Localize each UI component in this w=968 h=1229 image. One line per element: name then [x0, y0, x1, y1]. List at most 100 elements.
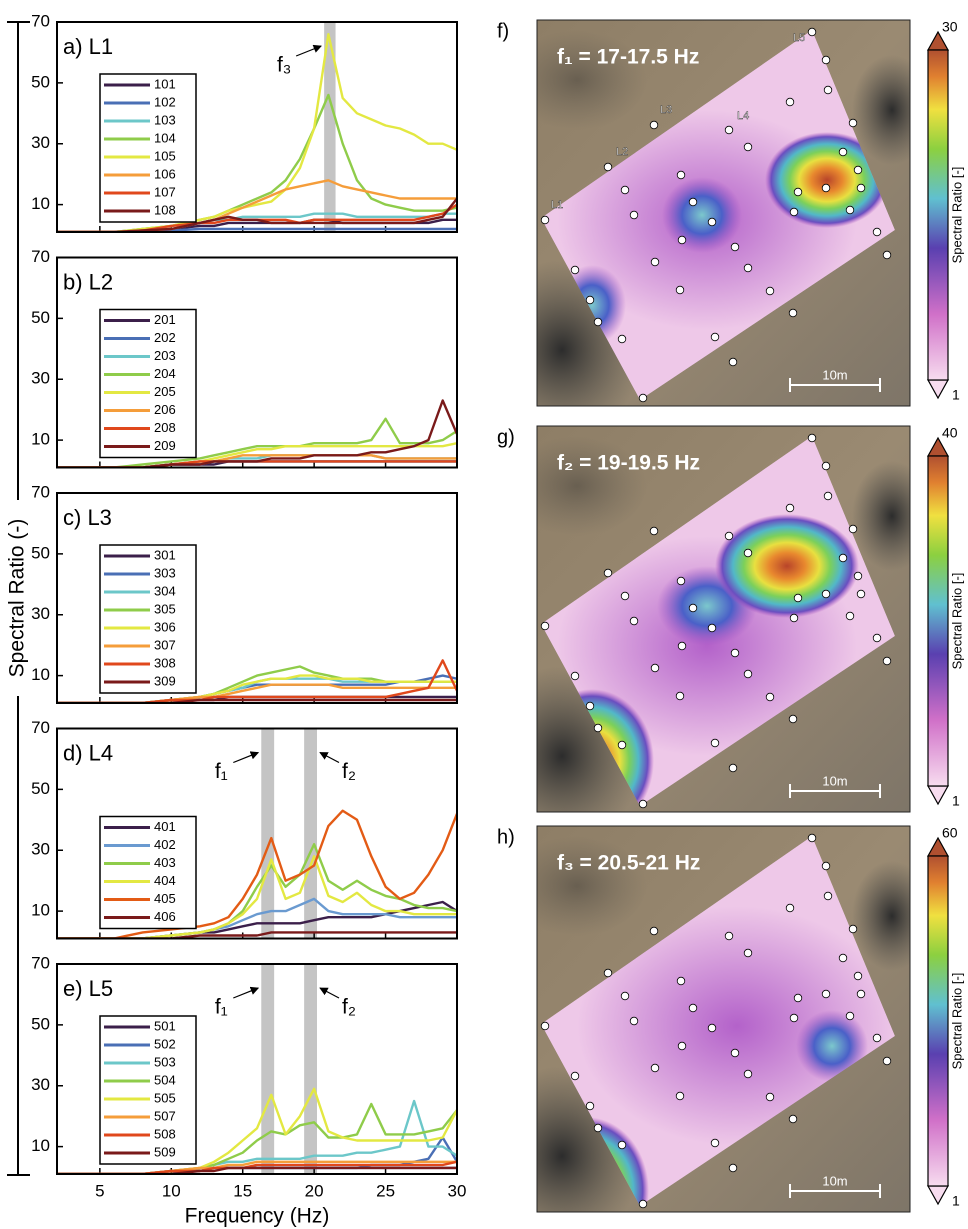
station	[638, 1199, 648, 1209]
y-tick-label: 50	[31, 308, 50, 327]
station	[856, 589, 866, 599]
station	[676, 170, 686, 180]
station	[788, 1114, 798, 1124]
legend-label: 503	[154, 1054, 176, 1069]
legend-label: 202	[154, 330, 176, 345]
band	[324, 22, 336, 232]
station	[789, 1013, 799, 1023]
line-label: L4	[737, 110, 749, 122]
y-tick-label: 10	[31, 901, 50, 920]
panel-title: e) L5	[63, 976, 113, 1001]
station	[793, 593, 803, 603]
map: L1 L2 L3 L4 L5 f₁ = 17-17.5 Hz 10m	[537, 20, 910, 406]
station	[856, 183, 866, 193]
legend-label: 303	[154, 565, 176, 580]
line-label: L1	[551, 199, 563, 211]
station	[617, 1140, 627, 1150]
station	[638, 393, 648, 403]
legend-label: 507	[154, 1108, 176, 1123]
band-label: f₁	[215, 760, 228, 783]
series-line	[57, 227, 457, 232]
station	[853, 165, 863, 175]
colorbar-tick-label: 30	[942, 19, 958, 35]
series-line	[57, 855, 457, 939]
band-label: f₂	[342, 996, 356, 1019]
line-label: L3	[660, 104, 672, 116]
station	[617, 334, 627, 344]
y-tick-label: 70	[31, 482, 50, 501]
series-line	[57, 203, 457, 232]
rock	[852, 55, 910, 165]
band-label: f₃	[277, 54, 291, 77]
station	[882, 1056, 892, 1066]
station	[728, 763, 738, 773]
x-tick-label: 30	[448, 1181, 467, 1200]
colorbar-label: Spectral Ratio [-]	[949, 167, 964, 264]
legend-label: 209	[154, 438, 176, 453]
y-tick-label: 30	[31, 133, 50, 152]
panel-letter: f)	[497, 20, 509, 42]
station	[853, 971, 863, 981]
station	[617, 740, 627, 750]
band	[304, 964, 317, 1174]
station	[728, 357, 738, 367]
station	[821, 55, 831, 65]
station	[649, 526, 659, 536]
panel-title: a) L1	[63, 34, 113, 59]
x-axis-label: Frequency (Hz)	[185, 1205, 330, 1228]
station	[785, 503, 795, 513]
station	[838, 147, 848, 157]
station	[620, 185, 630, 195]
scale-label: 10m	[822, 773, 847, 788]
station	[853, 571, 863, 581]
series-line	[57, 659, 457, 703]
scale-label: 10m	[822, 367, 847, 382]
colorbar-tick-label: 1	[952, 387, 960, 403]
station	[845, 205, 855, 215]
y-tick-label: 70	[31, 953, 50, 972]
station	[788, 714, 798, 724]
legend-label: 102	[154, 94, 176, 109]
hotspot	[577, 906, 895, 1146]
band	[261, 964, 275, 1174]
legend-label: 308	[154, 655, 176, 670]
station	[765, 1092, 775, 1102]
series-line	[57, 1160, 457, 1174]
station	[710, 1138, 720, 1148]
station	[788, 308, 798, 318]
colorbar-tick-label: 1	[952, 793, 960, 809]
station	[650, 663, 660, 673]
station	[629, 210, 639, 220]
legend-label: 307	[154, 637, 176, 652]
band-arrow	[319, 987, 340, 999]
y-axis-label: Spectral Ratio (-)	[6, 519, 29, 678]
y-tick-label: 10	[31, 194, 50, 213]
station	[728, 1163, 738, 1173]
y-tick-label: 50	[31, 72, 50, 91]
station	[707, 217, 717, 227]
legend-label: 509	[154, 1144, 176, 1159]
station	[793, 187, 803, 197]
station	[638, 799, 648, 809]
station	[675, 285, 685, 295]
legend-label: 502	[154, 1036, 176, 1051]
colorbar-tick-label: 60	[942, 825, 958, 841]
station	[688, 603, 698, 613]
legend-label: 401	[154, 819, 176, 834]
y-tick-label: 30	[31, 369, 50, 388]
panel-title: d) L4	[63, 740, 113, 765]
band-label: f₁	[215, 996, 228, 1019]
station	[593, 723, 603, 733]
station	[848, 524, 858, 534]
station	[807, 433, 817, 443]
station	[730, 648, 740, 658]
legend-label: 105	[154, 148, 176, 163]
station	[540, 1021, 550, 1031]
rock	[852, 461, 910, 571]
legend-label: 107	[154, 184, 176, 199]
plot-frame	[56, 727, 458, 940]
legend-label: 305	[154, 601, 176, 616]
rock	[537, 30, 647, 130]
station	[603, 162, 613, 172]
